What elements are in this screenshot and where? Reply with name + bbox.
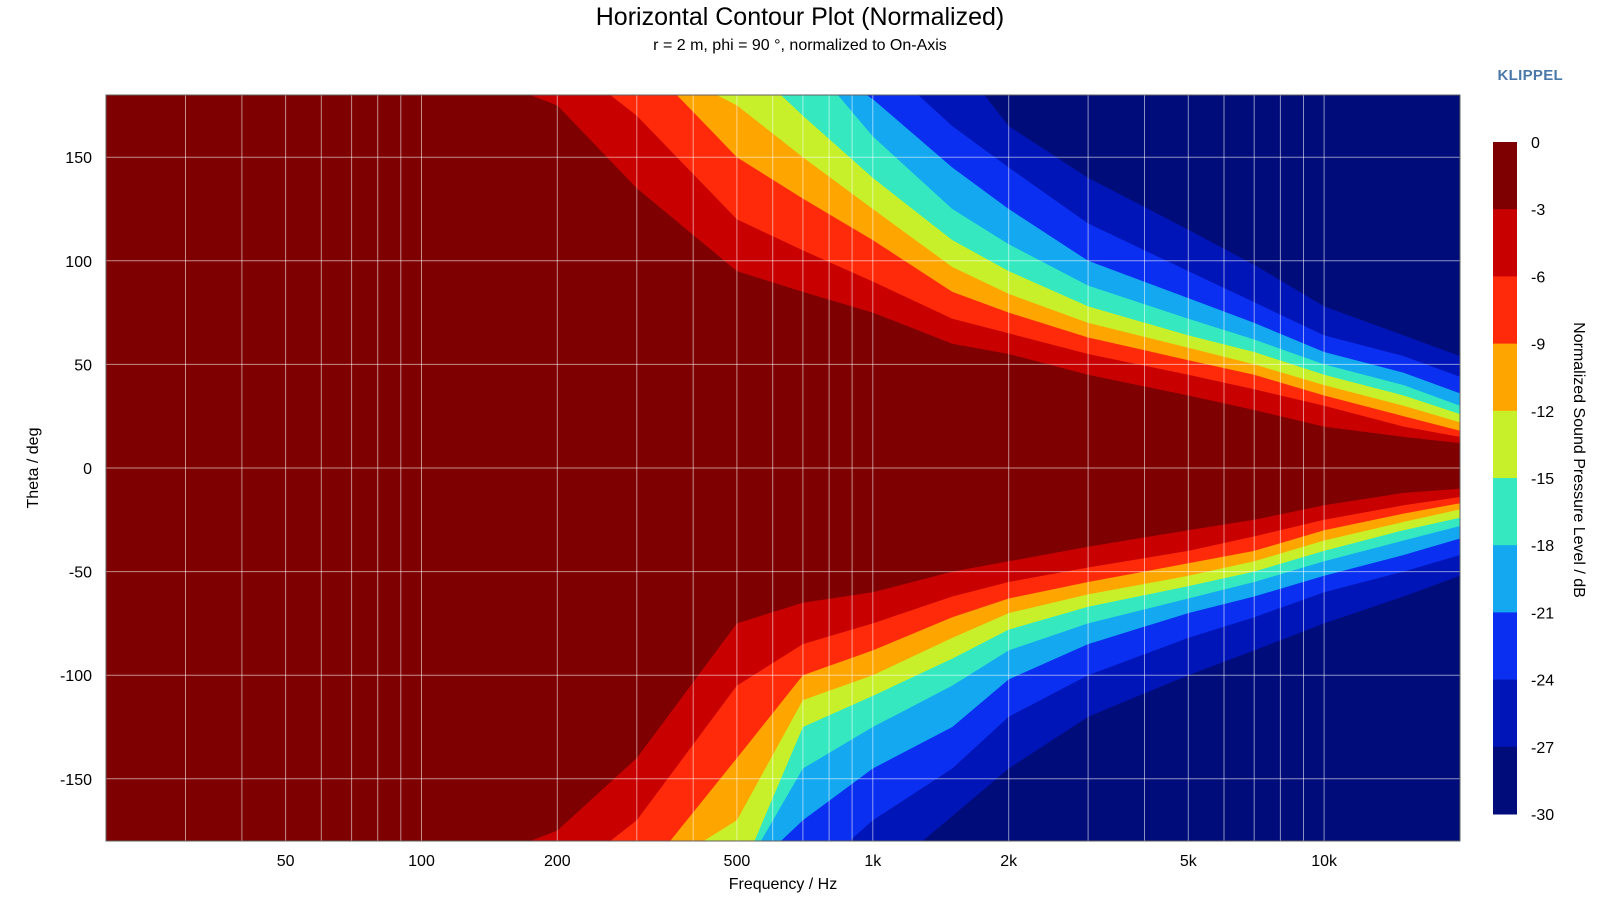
colorbar-tick-label: -30: [1531, 807, 1554, 824]
colorbar-tick-label: 0: [1531, 135, 1540, 152]
colorbar-swatch: [1493, 478, 1517, 546]
colorbar-tick-label: -6: [1531, 269, 1545, 286]
colorbar-tick-label: -21: [1531, 605, 1554, 622]
x-axis-title: Frequency / Hz: [729, 876, 837, 893]
x-tick-label: 2k: [1000, 853, 1018, 870]
colorbar-tick-label: -18: [1531, 538, 1554, 555]
y-tick-labels: 150 100 50 0 -50 -100 -150: [60, 150, 92, 789]
x-tick-label: 200: [544, 853, 571, 870]
y-tick-label: -50: [69, 565, 92, 582]
colorbar-tick-label: -12: [1531, 404, 1554, 421]
x-tick-label: 500: [724, 853, 751, 870]
colorbar-tick-label: -27: [1531, 740, 1554, 757]
y-tick-label: 150: [65, 150, 92, 167]
grid-lines: [106, 95, 1460, 841]
y-tick-label: 50: [74, 357, 92, 374]
y-tick-label: 0: [83, 461, 92, 478]
y-tick-label: -100: [60, 668, 92, 685]
y-axis-title: Theta / deg: [25, 428, 42, 509]
colorbar-swatch: [1493, 545, 1517, 613]
x-tick-label: 100: [408, 853, 435, 870]
colorbar-swatch: [1493, 410, 1517, 479]
x-tick-labels: 50 100 200 500 1k 2k 5k 10k: [277, 853, 1338, 870]
colorbar-swatch: [1493, 343, 1517, 412]
colorbar-swatch: [1493, 746, 1517, 815]
band-upper-27: [984, 95, 1460, 357]
chart-subtitle: r = 2 m, phi = 90 °, normalized to On-Ax…: [653, 37, 947, 54]
band-lower-27: [922, 575, 1460, 841]
brand-logo-text: KLIPPEL: [1497, 67, 1563, 84]
colorbar: 0 -3 -6 -9 -12 -15 -18 -21 -24 -27 -30: [1493, 135, 1554, 824]
colorbar-tick-label: -24: [1531, 673, 1554, 690]
colorbar-tick-label: -9: [1531, 337, 1545, 354]
x-tick-label: 5k: [1180, 853, 1198, 870]
colorbar-swatch: [1493, 679, 1517, 748]
colorbar-swatch: [1493, 209, 1517, 277]
colorbar-swatch: [1493, 142, 1517, 210]
colorbar-swatch: [1493, 276, 1517, 345]
x-tick-label: 10k: [1311, 853, 1338, 870]
y-tick-label: -150: [60, 772, 92, 789]
colorbar-title: Normalized Sound Pressure Level / dB: [1570, 322, 1587, 598]
plot-frame: [105, 94, 1461, 842]
x-tick-label: 1k: [864, 853, 882, 870]
x-tick-label: 50: [277, 853, 295, 870]
colorbar-tick-label: -15: [1531, 471, 1554, 488]
y-tick-label: 100: [65, 254, 92, 271]
chart-title: Horizontal Contour Plot (Normalized): [595, 3, 1005, 31]
colorbar-tick-label: -3: [1531, 202, 1545, 219]
colorbar-swatch: [1493, 612, 1517, 681]
